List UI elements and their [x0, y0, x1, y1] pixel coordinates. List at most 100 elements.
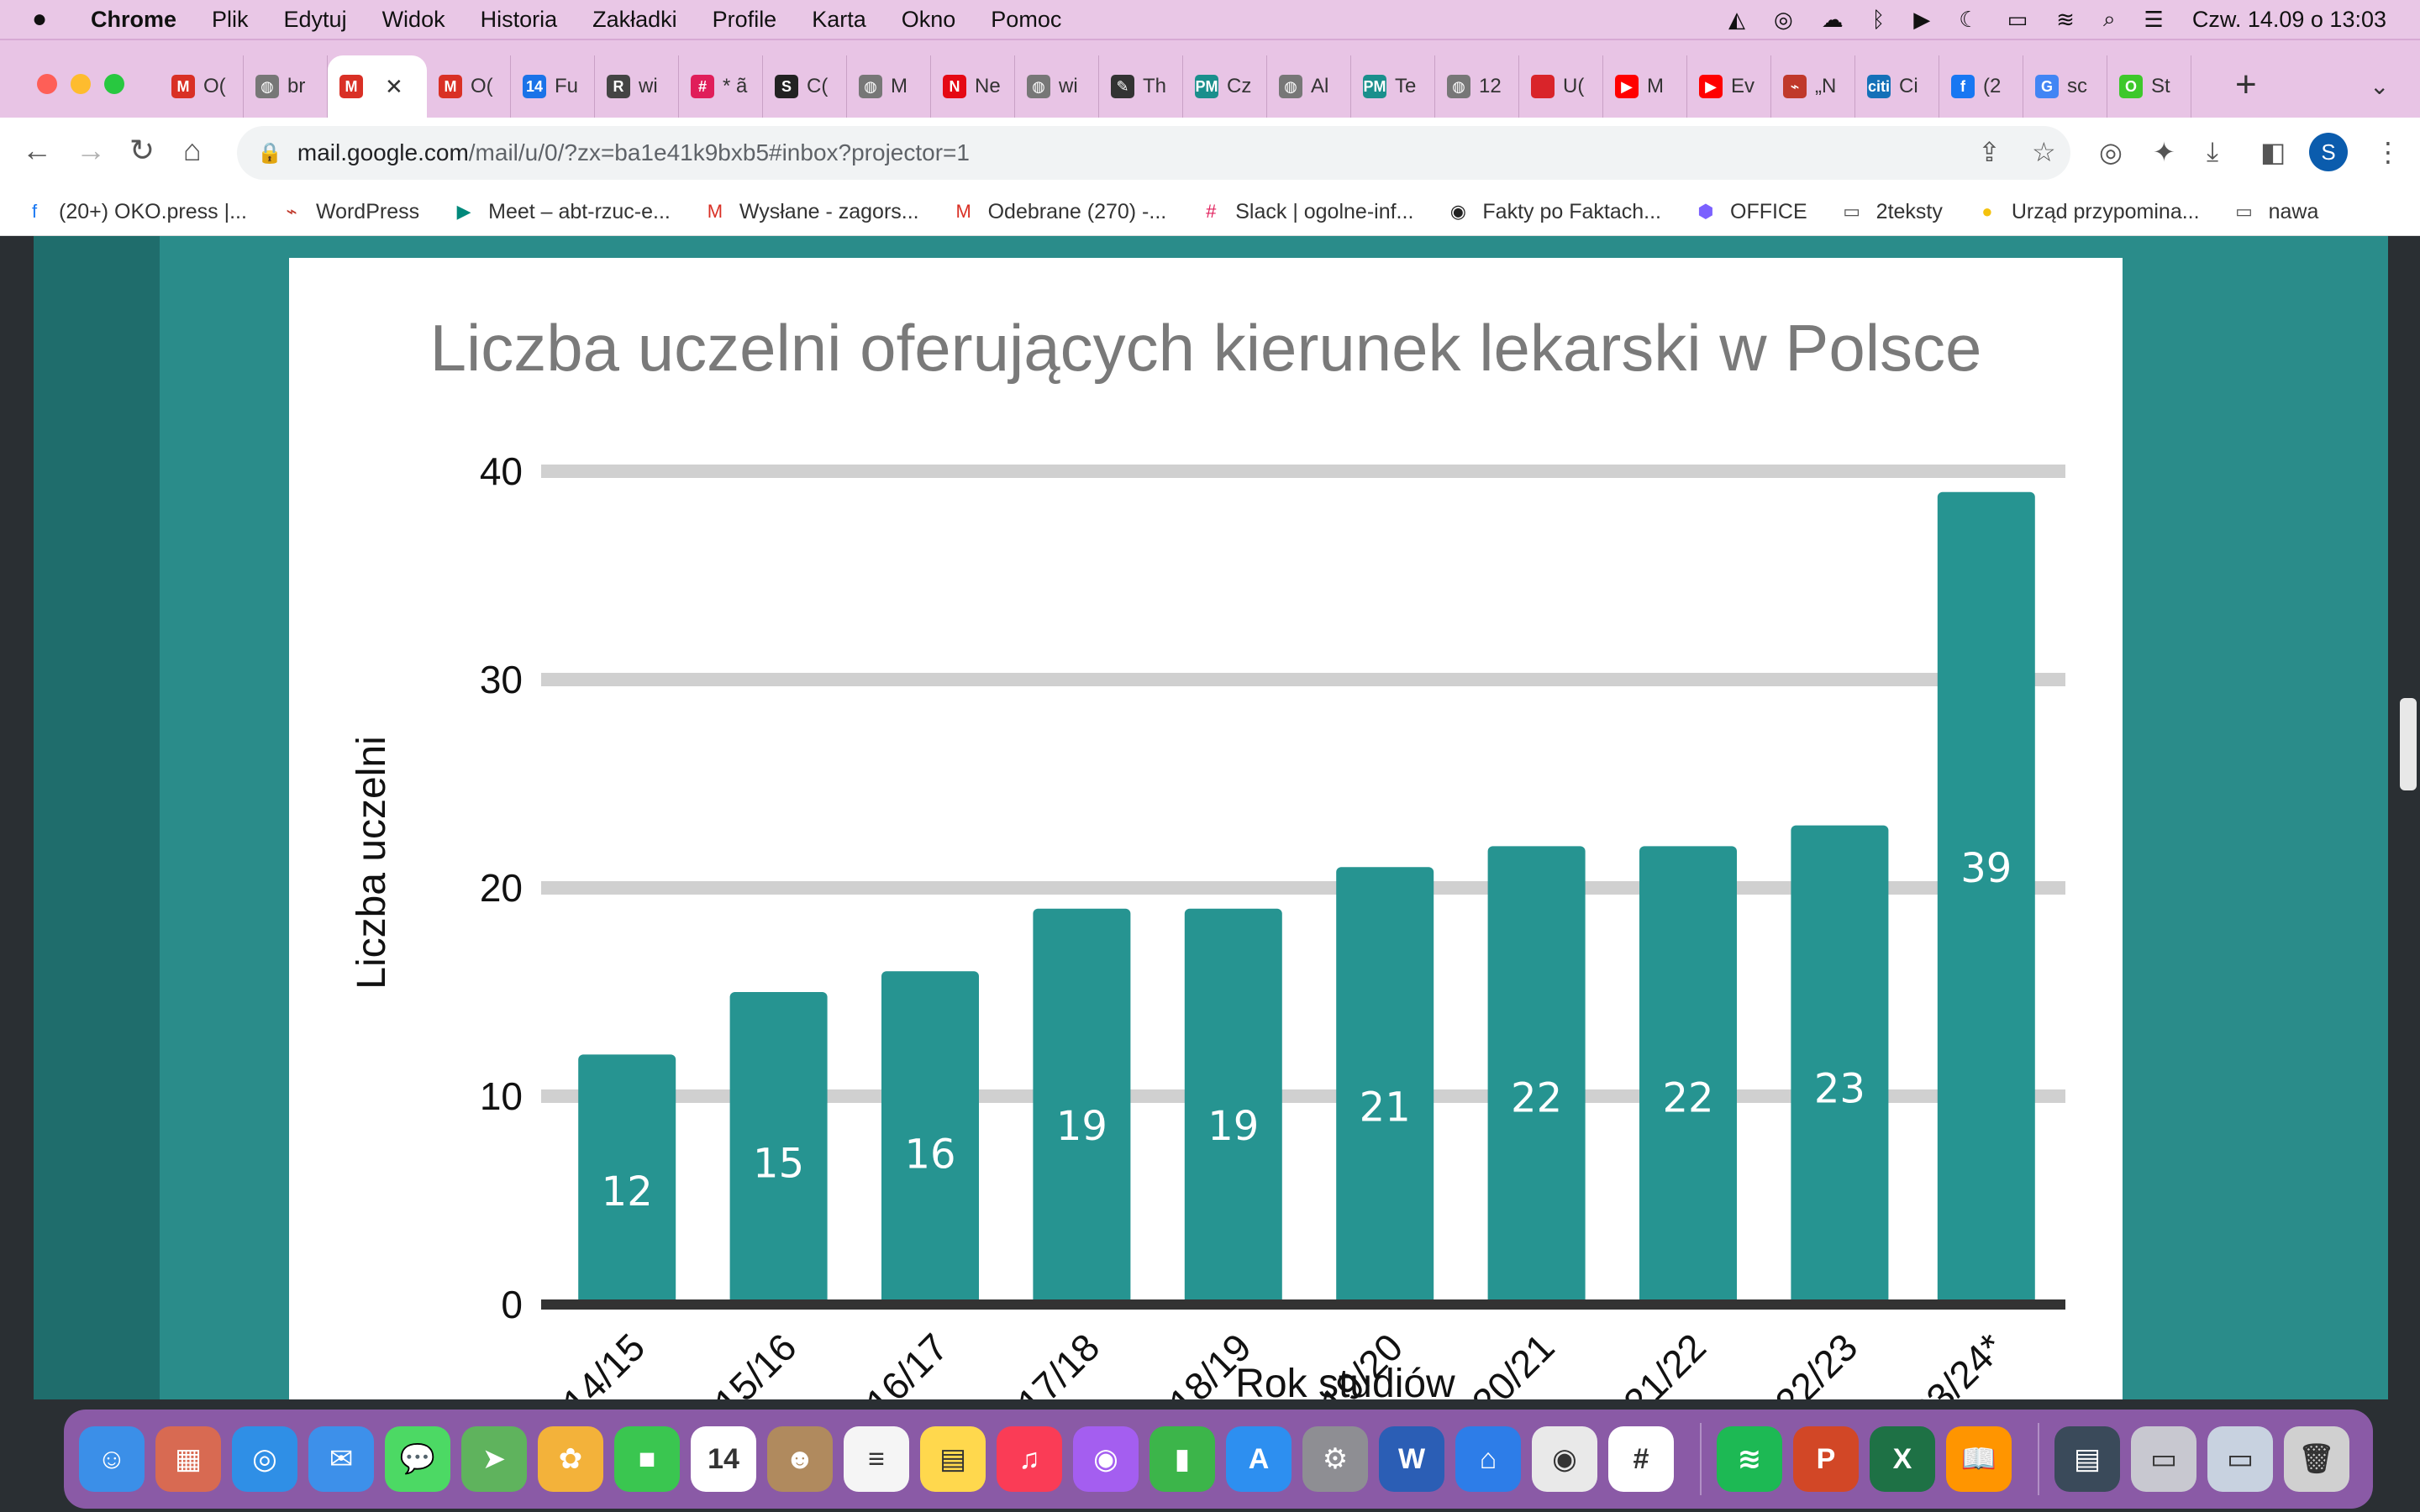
home-button[interactable]: ⌂ [183, 133, 202, 167]
tab[interactable]: S C( [763, 55, 847, 118]
tab[interactable]: ◍ br [244, 55, 328, 118]
tab[interactable]: ⌁ „N [1771, 55, 1855, 118]
bookmark-item[interactable]: ● Urząd przypomina... [1975, 199, 2199, 224]
menu-profile[interactable]: Profile [712, 6, 777, 32]
menu-plik[interactable]: Plik [212, 6, 249, 32]
dock-app-store-icon[interactable]: A [1226, 1426, 1292, 1492]
tab[interactable]: PM Te [1351, 55, 1435, 118]
tab[interactable]: ▶ Ev [1687, 55, 1771, 118]
battery-icon[interactable]: ▭ [2007, 6, 2028, 32]
dock-word-icon[interactable]: W [1379, 1426, 1444, 1492]
play-status-icon[interactable]: ▶ [1913, 6, 1931, 32]
dock-document-stack-icon[interactable]: ▤ [2054, 1426, 2120, 1492]
tab-active[interactable]: M ✕ [328, 55, 427, 118]
new-tab-button[interactable]: + [2235, 64, 2257, 105]
tab[interactable]: PM Cz [1183, 55, 1267, 118]
tab[interactable]: # * ã [679, 55, 763, 118]
address-bar[interactable]: 🔒 mail.google.com/mail/u/0/?zx=ba1e41k9b… [237, 126, 2070, 180]
reload-button[interactable]: ↻ [129, 133, 155, 167]
drive-status-icon[interactable]: ◭ [1728, 6, 1745, 32]
menu-edytuj[interactable]: Edytuj [283, 6, 347, 32]
menubar-clock[interactable]: Czw. 14.09 o 13:03 [2191, 6, 2386, 32]
dock-powerpoint-icon[interactable]: P [1793, 1426, 1859, 1492]
dock-spotify-icon[interactable]: ≋ [1717, 1426, 1782, 1492]
download-icon[interactable]: ⤓ [2207, 136, 2219, 166]
menu-pomoc[interactable]: Pomoc [991, 6, 1062, 32]
menu-karta[interactable]: Karta [812, 6, 866, 32]
tab[interactable]: ✎ Th [1099, 55, 1183, 118]
dock-podcasts-icon[interactable]: ◉ [1073, 1426, 1139, 1492]
wifi-icon[interactable]: ≋ [2056, 6, 2075, 32]
dock-notes-icon[interactable]: ▤ [920, 1426, 986, 1492]
tab[interactable]: ◍ Al [1267, 55, 1351, 118]
menu-historia[interactable]: Historia [480, 6, 558, 32]
dock-system-settings-icon[interactable]: ⚙ [1302, 1426, 1368, 1492]
grammarly-extension-icon[interactable]: ◎ [2099, 137, 2123, 167]
dock-music-icon[interactable]: ♫ [997, 1426, 1062, 1492]
dock-messages-icon[interactable]: 💬 [385, 1426, 450, 1492]
dock-contacts-icon[interactable]: ☻ [767, 1426, 833, 1492]
apple-menu-icon[interactable]: ● [32, 5, 48, 33]
tab[interactable]: N Ne [931, 55, 1015, 118]
bluetooth-icon[interactable]: ᛒ [1871, 6, 1886, 32]
control-center-icon[interactable]: ☰ [2144, 6, 2164, 32]
menu-widok[interactable]: Widok [381, 6, 445, 32]
spotlight-search-icon[interactable]: ⌕ [2102, 6, 2116, 31]
dock-launchpad-icon[interactable]: ▦ [155, 1426, 221, 1492]
tab[interactable]: ◍ M [847, 55, 931, 118]
profile-avatar[interactable]: S [2309, 133, 2348, 171]
bookmark-item[interactable]: ◉ Fakty po Faktach... [1445, 199, 1661, 224]
page-scrollbar-thumb[interactable] [2400, 698, 2417, 790]
dock-files-stack-icon[interactable]: ▭ [2207, 1426, 2273, 1492]
tab[interactable]: ◍ wi [1015, 55, 1099, 118]
lock-icon[interactable]: 🔒 [257, 141, 282, 165]
back-button[interactable]: ← [22, 133, 52, 167]
dock-mail-icon[interactable]: ✉ [308, 1426, 374, 1492]
tab-close-icon[interactable]: ✕ [385, 73, 403, 99]
tab[interactable]: f (2 [1939, 55, 2023, 118]
grammarly-status-icon[interactable]: ◎ [1773, 6, 1793, 32]
dock-downloads-stack-icon[interactable]: ▭ [2131, 1426, 2196, 1492]
dock-books-icon[interactable]: 📖 [1946, 1426, 2012, 1492]
tab-search-chevron-icon[interactable]: ⌄ [2370, 73, 2390, 99]
tab[interactable]: citi Ci [1855, 55, 1939, 118]
chrome-menu-icon[interactable]: ⋮ [2375, 137, 2402, 167]
menu-okno[interactable]: Okno [901, 6, 956, 32]
dock-calendar-icon[interactable]: 14 [691, 1426, 756, 1492]
menu-app-name[interactable]: Chrome [91, 6, 177, 32]
focus-moon-icon[interactable]: ☾ [1959, 6, 1979, 32]
dock-slack-icon[interactable]: # [1608, 1426, 1674, 1492]
dock-keynote-icon[interactable]: ⌂ [1455, 1426, 1521, 1492]
dock-trash-icon[interactable]: 🗑 [2284, 1426, 2349, 1492]
tab[interactable]: ◍ 12 [1435, 55, 1519, 118]
dock-excel-icon[interactable]: X [1870, 1426, 1935, 1492]
tab[interactable]: M O( [160, 55, 244, 118]
tab[interactable]: ▶ M [1603, 55, 1687, 118]
bookmark-item[interactable]: M Odebrane (270) -... [951, 199, 1166, 224]
cloud-status-icon[interactable]: ☁ [1821, 6, 1844, 32]
bookmark-item[interactable]: ▶ Meet – abt-rzuc-e... [451, 199, 671, 224]
tab[interactable]: 14 Fu [511, 55, 595, 118]
dock-maps-icon[interactable]: ➤ [461, 1426, 527, 1492]
tab[interactable]: U( [1519, 55, 1603, 118]
bookmark-item[interactable]: ⬢ OFFICE [1693, 199, 1807, 224]
share-icon[interactable]: ⇪ [1978, 137, 2001, 167]
dock-numbers-icon[interactable]: ▮ [1150, 1426, 1215, 1492]
bookmark-item[interactable]: ▭ 2teksty [1839, 199, 1943, 224]
dock-safari-icon[interactable]: ◎ [232, 1426, 297, 1492]
window-close-button[interactable] [37, 74, 57, 94]
tab[interactable]: M O( [427, 55, 511, 118]
bookmark-star-icon[interactable]: ☆ [2032, 137, 2056, 167]
bookmark-item[interactable]: ▭ nawa [2232, 199, 2318, 224]
dock-photos-icon[interactable]: ✿ [538, 1426, 603, 1492]
bookmark-item[interactable]: ⌁ WordPress [279, 199, 419, 224]
bookmark-item[interactable]: M Wysłane - zagors... [702, 199, 919, 224]
window-minimize-button[interactable] [71, 74, 91, 94]
dock-facetime-icon[interactable]: ■ [614, 1426, 680, 1492]
side-panel-icon[interactable]: ◧ [2260, 137, 2286, 167]
menu-zakladki[interactable]: Zakładki [592, 6, 677, 32]
bookmark-item[interactable]: f (20+) OKO.press |... [22, 199, 247, 224]
extensions-puzzle-icon[interactable]: ✦ [2153, 137, 2175, 167]
window-zoom-button[interactable] [104, 74, 124, 94]
